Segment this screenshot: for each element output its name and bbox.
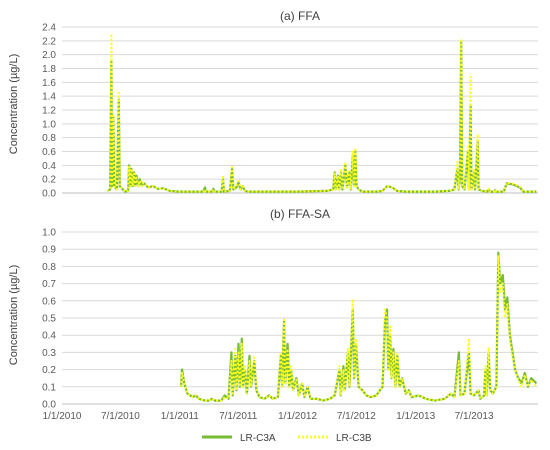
y-tick-label-ffa: 0.8 — [42, 133, 56, 144]
x-tick-labels: 1/1/2010 7/1/2010 1/1/2011 7/1/2011 1/1/2012… — [43, 411, 494, 422]
x-tick-label: 1/1/2010 — [43, 411, 82, 422]
series-line-lr-c3b-ffa — [106, 32, 537, 193]
y-tick-label-ffa-sa: 0.2 — [42, 365, 56, 376]
legend-label-lr-c3a: LR-C3A — [240, 433, 276, 444]
y-tick-label-ffa: 0.4 — [42, 161, 56, 172]
y-tick-label-ffa: 1.8 — [42, 64, 56, 75]
x-tick-label: 7/1/2012 — [337, 411, 376, 422]
y-tick-label-ffa-sa: 0.0 — [42, 400, 56, 411]
y-tick-label-ffa-sa: 0.4 — [42, 331, 56, 342]
y-tick-label-ffa-sa: 0.3 — [42, 348, 56, 359]
y-tick-label-ffa: 0.2 — [42, 175, 56, 186]
y-tick-label-ffa-sa: 0.1 — [42, 382, 56, 393]
chart-title-ffa: (a) FFA — [280, 9, 320, 23]
y-tick-label-ffa-sa: 0.7 — [42, 279, 56, 290]
chart-panel-ffa: (a) FFA Concentration (µg/L) 0.00.20.40.… — [8, 9, 538, 200]
y-tick-label-ffa-sa: 0.5 — [42, 314, 56, 325]
y-tick-label-ffa-sa: 0.6 — [42, 296, 56, 307]
x-tick-label: 7/1/2013 — [455, 411, 494, 422]
x-tick-label: 1/1/2013 — [396, 411, 435, 422]
chart-panel-ffa-sa: (b) FFA-SA Concentration (µg/L) 0.00.10.… — [8, 207, 538, 422]
y-tick-label-ffa: 0.6 — [42, 147, 56, 158]
y-axis-label-ffa-sa: Concentration (µg/L) — [8, 265, 20, 366]
y-tick-label-ffa-sa: 1.0 — [42, 228, 56, 239]
y-axis-label-ffa: Concentration (µg/L) — [8, 54, 20, 155]
series-lines-ffa — [106, 32, 537, 193]
x-tick-label: 7/1/2010 — [101, 411, 140, 422]
y-tick-label-ffa: 2.0 — [42, 50, 56, 61]
y-tick-label-ffa: 1.0 — [42, 119, 56, 130]
series-lines-ffa-sa — [180, 251, 538, 402]
y-tick-label-ffa: 2.2 — [42, 36, 56, 47]
chart-title-ffa-sa: (b) FFA-SA — [270, 207, 330, 221]
y-tick-labels-ffa: 0.0 0.2 0.4 0.6 0.8 1.0 1.2 1.4 1.6 1.8 2.0 2.2 2.4 — [42, 23, 56, 200]
legend: LR-C3A LR-C3B — [202, 433, 372, 444]
x-tick-label: 1/1/2011 — [161, 411, 200, 422]
y-tick-label-ffa: 2.4 — [42, 23, 56, 34]
series-line-lr-c3b-ffa-sa — [180, 255, 538, 402]
legend-label-lr-c3b: LR-C3B — [336, 433, 372, 444]
y-tick-label-ffa: 1.6 — [42, 78, 56, 89]
y-tick-labels-ffa-sa: 0.0 0.1 0.2 0.3 0.4 0.5 0.6 0.7 0.8 0.9 1.0 — [42, 228, 56, 411]
y-tick-label-ffa: 1.2 — [42, 106, 56, 117]
y-tick-label-ffa: 1.4 — [42, 92, 56, 103]
x-tick-label: 7/1/2011 — [219, 411, 258, 422]
y-tick-label-ffa-sa: 0.8 — [42, 262, 56, 273]
y-tick-label-ffa: 0.0 — [42, 189, 56, 200]
y-tick-label-ffa-sa: 0.9 — [42, 245, 56, 256]
x-tick-label: 1/1/2012 — [278, 411, 317, 422]
